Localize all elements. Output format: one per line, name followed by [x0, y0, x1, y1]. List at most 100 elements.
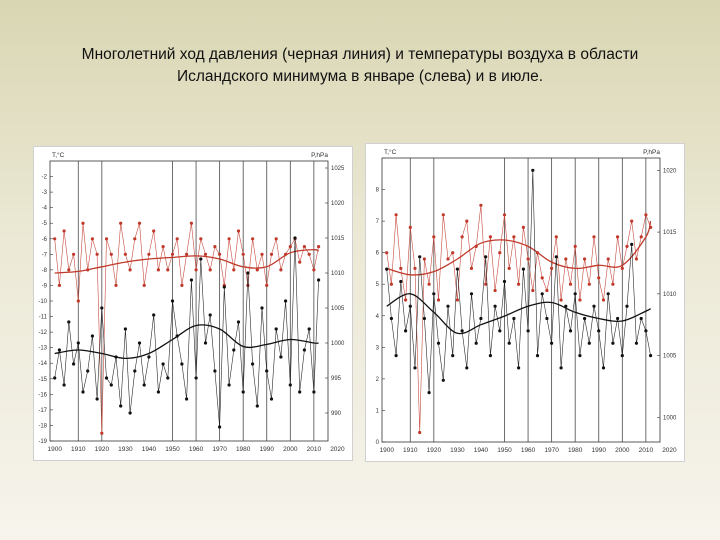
pressure-data-point [274, 327, 278, 331]
pressure-data-point [616, 316, 620, 321]
pressure-data-point [545, 316, 549, 321]
temperature-data-point [199, 237, 203, 241]
temperature-data-point [545, 288, 549, 293]
y-left-tick-label: -13 [38, 346, 47, 352]
july-chart-panel: 1900 1910 1920 1930 1940 1950 1960 1970 1980 1990… [366, 144, 684, 461]
temperature-data-point [389, 282, 393, 286]
pressure-data-point [260, 306, 264, 310]
pressure-data-point [465, 366, 469, 370]
x-tick-label: 2000 [615, 447, 630, 454]
temperature-data-point [255, 268, 259, 272]
pressure-data-point [535, 354, 540, 358]
pressure-data-point [72, 362, 76, 366]
x-tick-label: 1900 [379, 447, 394, 454]
y-left-tick-label: 8 [376, 188, 380, 194]
y-left-tick-label: 2 [376, 377, 380, 383]
pressure-data-point [180, 362, 184, 366]
temperature-data-point [413, 266, 417, 270]
temperature-data-point [161, 245, 165, 249]
temperature-data-point [634, 257, 638, 261]
temperature-data-point [208, 268, 212, 272]
pressure-data-point [194, 376, 198, 380]
y-right-axis-label: P,hPa [643, 149, 660, 156]
temperature-data-point [236, 229, 241, 233]
x-tick-label: 1970 [544, 447, 559, 454]
pressure-data-point [474, 341, 478, 345]
pressure-data-point [559, 366, 563, 370]
temperature-data-point [587, 282, 591, 286]
temperature-data-point [422, 257, 426, 261]
pressure-data-point [389, 316, 393, 321]
temperature-data-point [540, 276, 544, 280]
pressure-data-point [199, 257, 203, 261]
y-right-tick-label: 1015 [663, 230, 677, 236]
y-right-tick-label: 995 [331, 376, 342, 382]
y-left-tick-label: 5 [376, 282, 380, 288]
temperature-data-point [279, 268, 283, 272]
pressure-trend-line [386, 293, 651, 335]
temperature-data-point [432, 235, 436, 239]
temperature-data-point [526, 257, 530, 261]
temperature-data-point [123, 252, 127, 256]
x-tick-label: 1990 [592, 447, 607, 454]
temperature-data-point [62, 229, 66, 233]
x-tick-label: 1960 [521, 447, 536, 454]
pressure-data-point [418, 255, 422, 259]
plot-frame [49, 160, 329, 442]
temperature-data-point [611, 282, 615, 286]
pressure-data-point [265, 369, 269, 373]
pressure-data-point [408, 304, 412, 308]
temperature-data-point [133, 237, 137, 241]
temperature-data-point [451, 251, 455, 255]
pressure-data-point [251, 362, 255, 366]
temperature-data-point [67, 268, 71, 272]
pressure-data-point [161, 362, 165, 366]
x-tick-label: 1920 [427, 447, 442, 454]
temperature-data-point [156, 268, 160, 272]
pressure-data-point [189, 278, 193, 282]
temperature-data-point [625, 244, 629, 248]
temperature-data-point [185, 252, 189, 256]
pressure-data-point [86, 369, 90, 373]
pressure-data-point [573, 292, 577, 296]
pressure-data-point [137, 341, 142, 345]
pressure-data-point [597, 329, 601, 333]
temperature-data-point [251, 237, 255, 241]
x-tick-label: 1910 [71, 446, 86, 453]
y-left-tick-label: 6 [376, 251, 380, 257]
pressure-data-point [436, 341, 441, 345]
temperature-data-point [568, 282, 573, 286]
temperature-data-point [639, 235, 643, 239]
temperature-data-point [302, 245, 306, 249]
pressure-data-point [441, 378, 445, 382]
pressure-data-point [484, 255, 488, 259]
pressure-data-point [540, 292, 544, 296]
pressure-data-point [312, 390, 316, 394]
pressure-data-point [246, 271, 250, 275]
temperature-data-point [307, 252, 311, 256]
y-right-tick-label: 990 [331, 411, 342, 417]
temperature-data-point [288, 245, 292, 249]
temperature-data-point [90, 237, 94, 241]
pressure-data-point [133, 369, 137, 373]
temperature-data-point [166, 268, 170, 272]
pressure-data-point [404, 329, 408, 333]
pressure-data-point [394, 354, 398, 358]
y-left-tick-label: -3 [42, 190, 48, 196]
x-tick-label: 1930 [450, 447, 465, 454]
pressure-data-point [100, 306, 104, 310]
temperature-data-point [630, 219, 634, 223]
temperature-data-point [203, 252, 208, 256]
pressure-data-point [644, 329, 648, 333]
pressure-data-point [385, 267, 389, 271]
y-right-tick-label: 1010 [663, 292, 677, 298]
y-left-tick-label: -7 [42, 252, 48, 258]
pressure-data-point [119, 404, 123, 408]
pressure-data-point [649, 354, 653, 358]
temperature-data-point [644, 213, 648, 217]
x-tick-label: 1900 [47, 446, 62, 453]
plot-frame [381, 157, 661, 443]
y-left-tick-label: -15 [38, 377, 47, 383]
temperature-data-point [606, 257, 610, 261]
pressure-data-point [630, 242, 634, 246]
